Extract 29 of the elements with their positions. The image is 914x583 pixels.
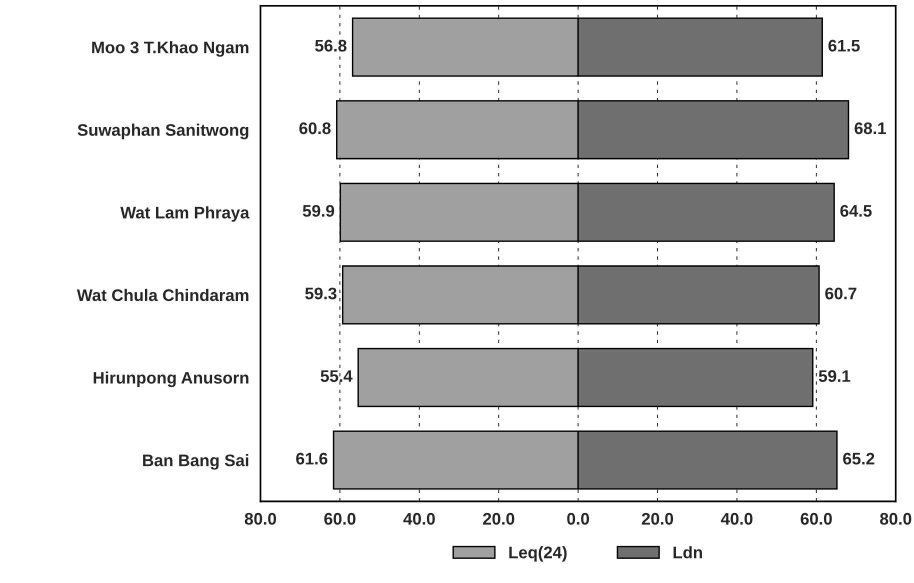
data-label: 68.1 (854, 122, 886, 134)
data-label: 59.1 (818, 370, 850, 382)
x-tick-label: 40.0 (720, 512, 752, 525)
y-tick-label: Wat Lam Phraya (120, 206, 250, 222)
y-tick-label: Moo 3 T.Khao Ngam (92, 41, 248, 57)
y-tick-label: Suwaphan Sanitwong (78, 124, 248, 140)
x-tick-label: 40.0 (403, 512, 435, 525)
x-tick-label: 80.0 (244, 512, 276, 525)
x-tick-label: 60.0 (800, 512, 832, 525)
data-label: 59.9 (302, 204, 334, 217)
data-label: 61.6 (296, 452, 328, 465)
data-label: 60.7 (825, 288, 856, 300)
legend-label: Ldn (674, 546, 702, 558)
x-tick-label: 0.0 (567, 512, 590, 525)
x-tick-label: 20.0 (483, 512, 514, 525)
data-label: 56.8 (315, 40, 347, 52)
data-label: 60.8 (299, 122, 331, 134)
legend-label: Leq(24) (509, 546, 567, 562)
data-label: 59.3 (305, 288, 337, 300)
data-label: 65.2 (843, 452, 874, 465)
x-tick-label: 20.0 (642, 512, 674, 525)
data-label: 64.5 (840, 204, 872, 217)
x-tick-label: 60.0 (324, 512, 356, 525)
x-tick-label: 80.0 (880, 512, 912, 525)
y-tick-label: Hirunpong Anusorn (94, 371, 248, 388)
y-tick-label: Ban Bang Sai (143, 454, 248, 470)
data-label: 55.4 (320, 370, 353, 382)
y-tick-label: Wat Chula Chindaram (76, 288, 248, 302)
data-label: 61.5 (828, 40, 860, 52)
